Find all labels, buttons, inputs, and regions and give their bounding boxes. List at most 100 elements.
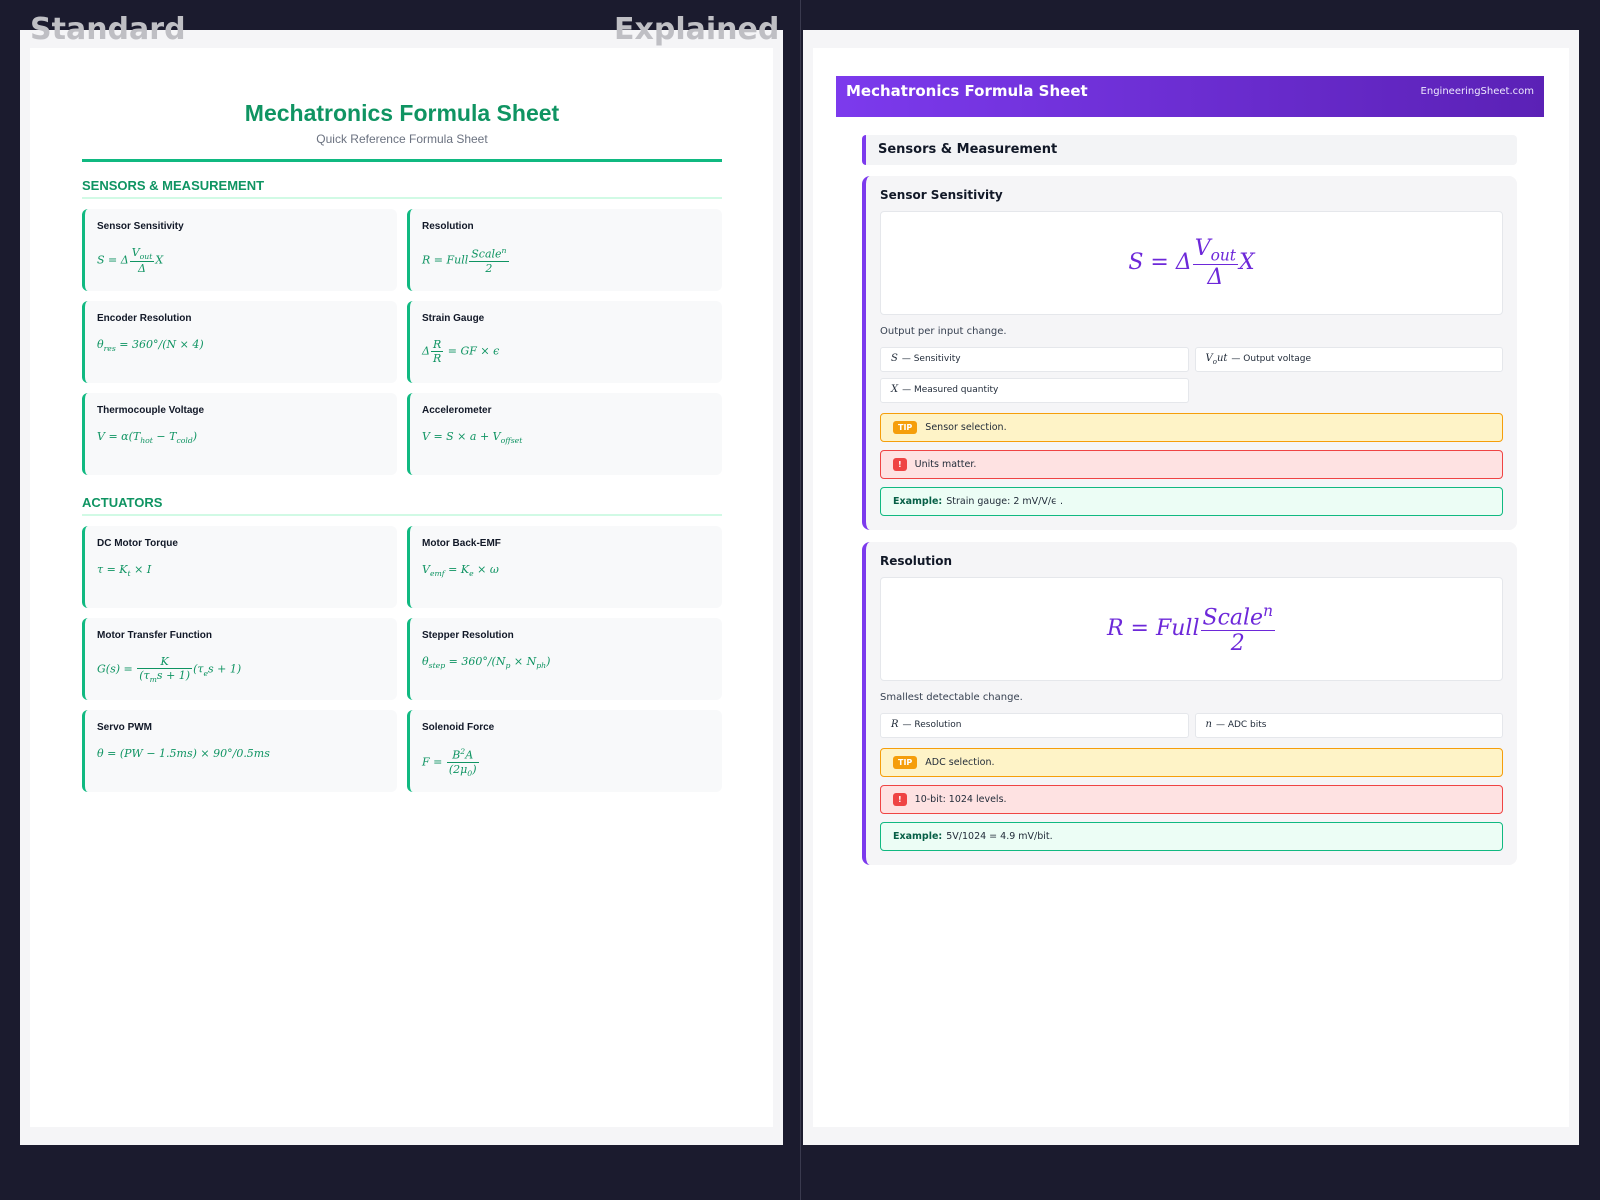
math-text: = K xyxy=(444,563,470,576)
math-text: R xyxy=(432,338,442,351)
math-text: S = Δ xyxy=(97,253,129,267)
symbol: R xyxy=(891,719,899,730)
math-text: V xyxy=(131,246,140,259)
formula: S = Δ Vout Δ X xyxy=(97,246,385,275)
math-text: n xyxy=(1205,719,1212,730)
formula-card: Thermocouple Voltage V = α(Thot − Tcold) xyxy=(82,393,397,475)
formula-card: Accelerometer V = S × a + Voffset xyxy=(407,393,722,475)
card-name: Accelerometer xyxy=(422,405,492,416)
formula: τ = Kt × I xyxy=(97,563,385,578)
formula-card: Sensor Sensitivity S = Δ Vout Δ X xyxy=(82,209,397,291)
card-name: Resolution xyxy=(880,554,953,568)
denominator: (τms + 1) xyxy=(137,669,192,684)
view-label: Explained xyxy=(614,12,780,47)
formula-card: Stepper Resolution θstep = 360°/(Np × Nph… xyxy=(407,618,722,700)
math-text: V xyxy=(1194,235,1211,261)
variable: X — Measured quantity xyxy=(880,378,1189,403)
symbol: n xyxy=(1206,719,1212,730)
fraction: Scalen 2 xyxy=(469,246,509,275)
subscript: offset xyxy=(500,436,523,446)
math-text: = GF × ϵ xyxy=(444,344,500,358)
tip: TIP Sensor selection. xyxy=(880,413,1503,442)
description: Smallest detectable change. xyxy=(880,692,1023,703)
card-name: Stepper Resolution xyxy=(422,630,514,641)
math-text: θ xyxy=(422,655,429,668)
formula-card: Servo PWM θ = (PW − 1.5ms) × 90°/0.5ms xyxy=(82,710,397,792)
subscript: out xyxy=(1210,246,1236,265)
formula-card: Motor Transfer Function G(s) = K (τms + 1)… xyxy=(82,618,397,700)
math-text: R = Full xyxy=(1107,615,1200,641)
math-text: Scale xyxy=(471,247,502,261)
math-text: F = xyxy=(422,755,446,769)
variable: Vout — Output voltage xyxy=(1194,347,1503,372)
math-text: V xyxy=(422,563,430,576)
header: Mechatronics Formula Sheet EngineeringSh… xyxy=(836,76,1544,117)
title: Mechatronics Formula Sheet xyxy=(846,82,1088,100)
math-text: Δ xyxy=(422,344,430,358)
math-text: × ω xyxy=(473,563,499,576)
formula: V = α(Thot − Tcold) xyxy=(97,430,385,445)
subscript: e xyxy=(469,569,474,579)
card-name: Sensor Sensitivity xyxy=(880,188,1003,202)
card-name: Thermocouple Voltage xyxy=(97,405,205,416)
tip-text: Sensor selection. xyxy=(925,422,1007,433)
formula-card: Encoder Resolution θres = 360°/(N × 4) xyxy=(82,301,397,383)
denominator: 2 xyxy=(469,262,508,275)
sections: SENSORS & MEASUREMENT Sensor Sensitivity S… xyxy=(82,178,722,812)
divider xyxy=(800,0,801,1200)
subscript: t xyxy=(127,569,131,579)
formula-box: R = Full Scalen 2 xyxy=(880,577,1503,681)
warning-badge: ! xyxy=(893,793,907,806)
math-text: Scale xyxy=(1202,605,1264,631)
math-text: s + 1) xyxy=(208,662,242,676)
math-text: (τ xyxy=(193,662,204,676)
variables: S — Sensitivity Vout — Output voltage X — Mea… xyxy=(880,347,1503,403)
math-text: τ = K xyxy=(97,563,128,576)
symbol: Vout xyxy=(1206,353,1228,366)
variable-text: — Measured quantity xyxy=(902,385,999,395)
card-name: Sensor Sensitivity xyxy=(97,221,184,232)
math-text: S xyxy=(891,353,898,364)
numerator: Scalen xyxy=(469,246,509,262)
superscript: n xyxy=(1263,601,1273,620)
math-text: 2 xyxy=(1230,631,1245,657)
numerator: Vout xyxy=(129,246,155,263)
example-text: Strain gauge: 2 mV/V/ϵ . xyxy=(946,496,1063,507)
card-name: Encoder Resolution xyxy=(97,313,192,324)
formula: R = Full Scalen 2 xyxy=(422,246,710,275)
card-name: Resolution xyxy=(422,221,474,232)
fraction: Scalen 2 xyxy=(1200,601,1275,657)
math-text: (τ xyxy=(139,669,150,682)
formula: θstep = 360°/(Np × Nph) xyxy=(422,655,710,670)
formula-card: Strain Gauge Δ R R = GF × ϵ xyxy=(407,301,722,383)
formula: θres = 360°/(N × 4) xyxy=(97,338,385,353)
symbol: S xyxy=(891,353,898,364)
formula-box: S = Δ Vout Δ X xyxy=(880,211,1503,315)
subscript: hot xyxy=(140,436,153,446)
section-heading: ACTUATORS xyxy=(82,495,722,516)
card-name: Strain Gauge xyxy=(422,313,485,324)
numerator: Vout xyxy=(1192,235,1238,266)
subscript: e xyxy=(203,668,209,678)
card-name: DC Motor Torque xyxy=(97,538,178,549)
warning-text: 10-bit: 1024 levels. xyxy=(914,794,1007,805)
formula: θ = (PW − 1.5ms) × 90°/0.5ms xyxy=(97,747,385,760)
math-text: × N xyxy=(510,655,537,668)
denominator: (2μ0) xyxy=(447,763,479,778)
fraction: Vout Δ xyxy=(1192,235,1238,290)
math-text: G(s) = xyxy=(97,662,137,676)
subscript: emf xyxy=(429,569,445,579)
card-name: Motor Back-EMF xyxy=(422,538,501,549)
numerator: K xyxy=(137,655,193,669)
math-text: V = S × a + V xyxy=(422,430,501,443)
math-text: S = Δ xyxy=(1128,249,1192,275)
example: Example: 5V/1024 = 4.9 mV/bit. xyxy=(880,822,1503,851)
math-text: = 360°/(N × 4) xyxy=(115,338,204,351)
math-text: Δ xyxy=(138,262,146,276)
warning-text: Units matter. xyxy=(914,459,977,470)
warning: ! 10-bit: 1024 levels. xyxy=(880,785,1503,814)
example: Example: Strain gauge: 2 mV/V/ϵ . xyxy=(880,487,1503,516)
warning-badge: ! xyxy=(893,458,907,471)
site: EngineeringSheet.com xyxy=(1420,86,1534,97)
